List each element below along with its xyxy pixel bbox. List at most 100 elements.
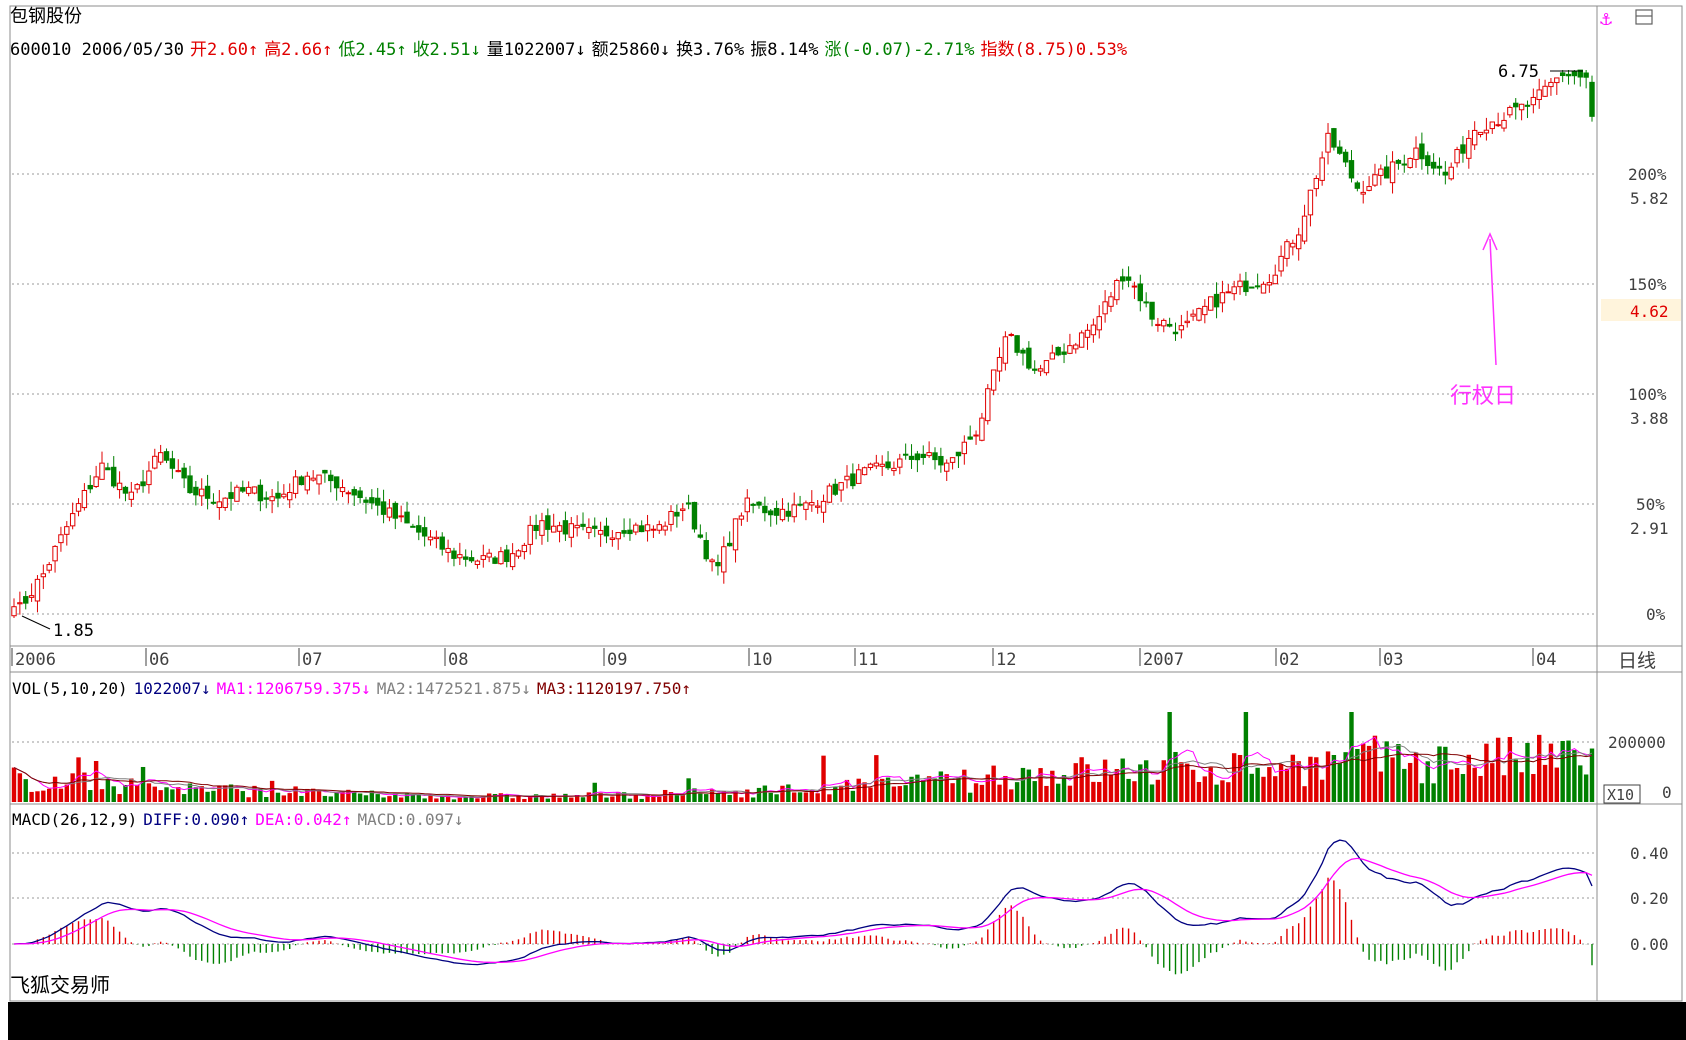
volume-bar: [181, 794, 187, 802]
candle-body: [345, 492, 352, 495]
x-label-07: 07: [302, 650, 322, 670]
volume-bar: [1226, 782, 1231, 802]
candle-body: [756, 501, 762, 506]
candle-body: [1354, 182, 1361, 189]
volume-bar: [915, 774, 920, 802]
volume-bar: [1507, 737, 1513, 802]
volume-bar: [1378, 771, 1384, 802]
volume-bar: [1466, 754, 1472, 802]
volume-bar: [475, 798, 480, 802]
x-label-12: 12: [996, 650, 1016, 670]
volume-bar: [498, 793, 504, 802]
candle-body: [1231, 286, 1237, 295]
candle-body: [674, 511, 680, 517]
candle-body: [1184, 320, 1190, 324]
candle-body: [69, 513, 76, 527]
volume-bar: [328, 796, 333, 802]
volume-bar: [727, 794, 732, 802]
candle-body: [785, 510, 792, 517]
candle-body: [844, 475, 850, 481]
candle-body: [1249, 286, 1255, 289]
volume-bar: [586, 792, 592, 802]
candle-body: [545, 515, 551, 530]
volume-bar: [99, 789, 105, 802]
candle-body: [738, 515, 745, 520]
volume-bar: [1542, 764, 1548, 802]
volume-bar: [1501, 775, 1507, 802]
volume-bar: [1020, 767, 1026, 802]
volume-bar: [774, 794, 779, 802]
candle-body: [398, 515, 404, 518]
macd-legend-item-0: MACD(26,12,9): [12, 810, 137, 829]
volume-bar: [1460, 774, 1466, 802]
volume-bar: [217, 785, 222, 802]
candle-body: [1278, 255, 1284, 272]
volume-bar: [1296, 761, 1301, 802]
candle-body: [1026, 347, 1032, 369]
volume-bar: [1319, 779, 1325, 802]
candle-body: [1419, 143, 1425, 160]
y-tick-price-2.91: 2.91: [1630, 519, 1669, 538]
candle-body: [240, 487, 246, 492]
volume-bar: [1372, 735, 1378, 802]
candle-body: [111, 466, 117, 487]
candle-body: [891, 467, 897, 472]
candle-body: [1043, 360, 1050, 374]
candle-body: [1108, 296, 1114, 307]
candle-body: [621, 530, 627, 534]
volume-bar: [909, 776, 914, 802]
candle-body: [668, 511, 674, 525]
candle-body: [1342, 151, 1349, 163]
candle-body: [1002, 336, 1009, 364]
volume-bar: [1278, 764, 1284, 802]
volume-bar: [1419, 783, 1425, 802]
volume-bar: [393, 793, 398, 802]
volume-bar: [246, 797, 251, 802]
window-icon[interactable]: [1635, 9, 1653, 25]
volume-bar: [275, 792, 281, 802]
candle-body: [803, 502, 809, 510]
volume-bar: [64, 784, 69, 802]
candle-body: [193, 486, 199, 496]
vol-legend-item-0: VOL(5,10,20): [12, 679, 128, 698]
volume-bar: [651, 794, 656, 802]
volume-bar: [111, 786, 116, 802]
volume-bar: [938, 771, 944, 802]
volume-bar: [1067, 785, 1073, 802]
candle-body: [1401, 163, 1407, 166]
volume-bar: [1583, 774, 1589, 802]
candle-body: [351, 489, 357, 496]
diff-line: [13, 839, 1593, 966]
volume-bar: [1407, 762, 1413, 802]
anchor-icon[interactable]: ⚓: [1600, 6, 1612, 30]
volume-bar: [1073, 763, 1078, 802]
volume-bar: [193, 787, 199, 802]
candle-body: [996, 356, 1003, 372]
volume-bar: [750, 797, 756, 802]
macd-y-tick-0.20: 0.20: [1630, 889, 1669, 908]
candle-body: [750, 503, 756, 506]
candle-body: [1378, 168, 1384, 176]
candle-body: [468, 557, 475, 562]
candle-body: [87, 484, 93, 490]
candle-body: [627, 529, 633, 535]
volume-bar: [926, 776, 932, 802]
candle-body: [427, 536, 434, 541]
candle-body: [990, 369, 997, 391]
candle-body: [222, 497, 228, 509]
volume-bar: [680, 795, 685, 802]
candle-body: [1483, 129, 1490, 134]
volume-bar: [375, 794, 380, 802]
candle-body: [603, 525, 610, 537]
candle-body: [920, 453, 926, 458]
quote-field-8: 振8.14%: [750, 40, 818, 60]
x-label-11: 11: [858, 650, 878, 670]
x-label-09: 09: [607, 650, 627, 670]
candle-body: [908, 455, 915, 460]
candle-body: [339, 487, 346, 493]
candle-body: [1178, 325, 1185, 331]
volume-bar: [76, 757, 81, 802]
volume-bar: [786, 784, 791, 802]
candle-body: [1120, 276, 1126, 282]
